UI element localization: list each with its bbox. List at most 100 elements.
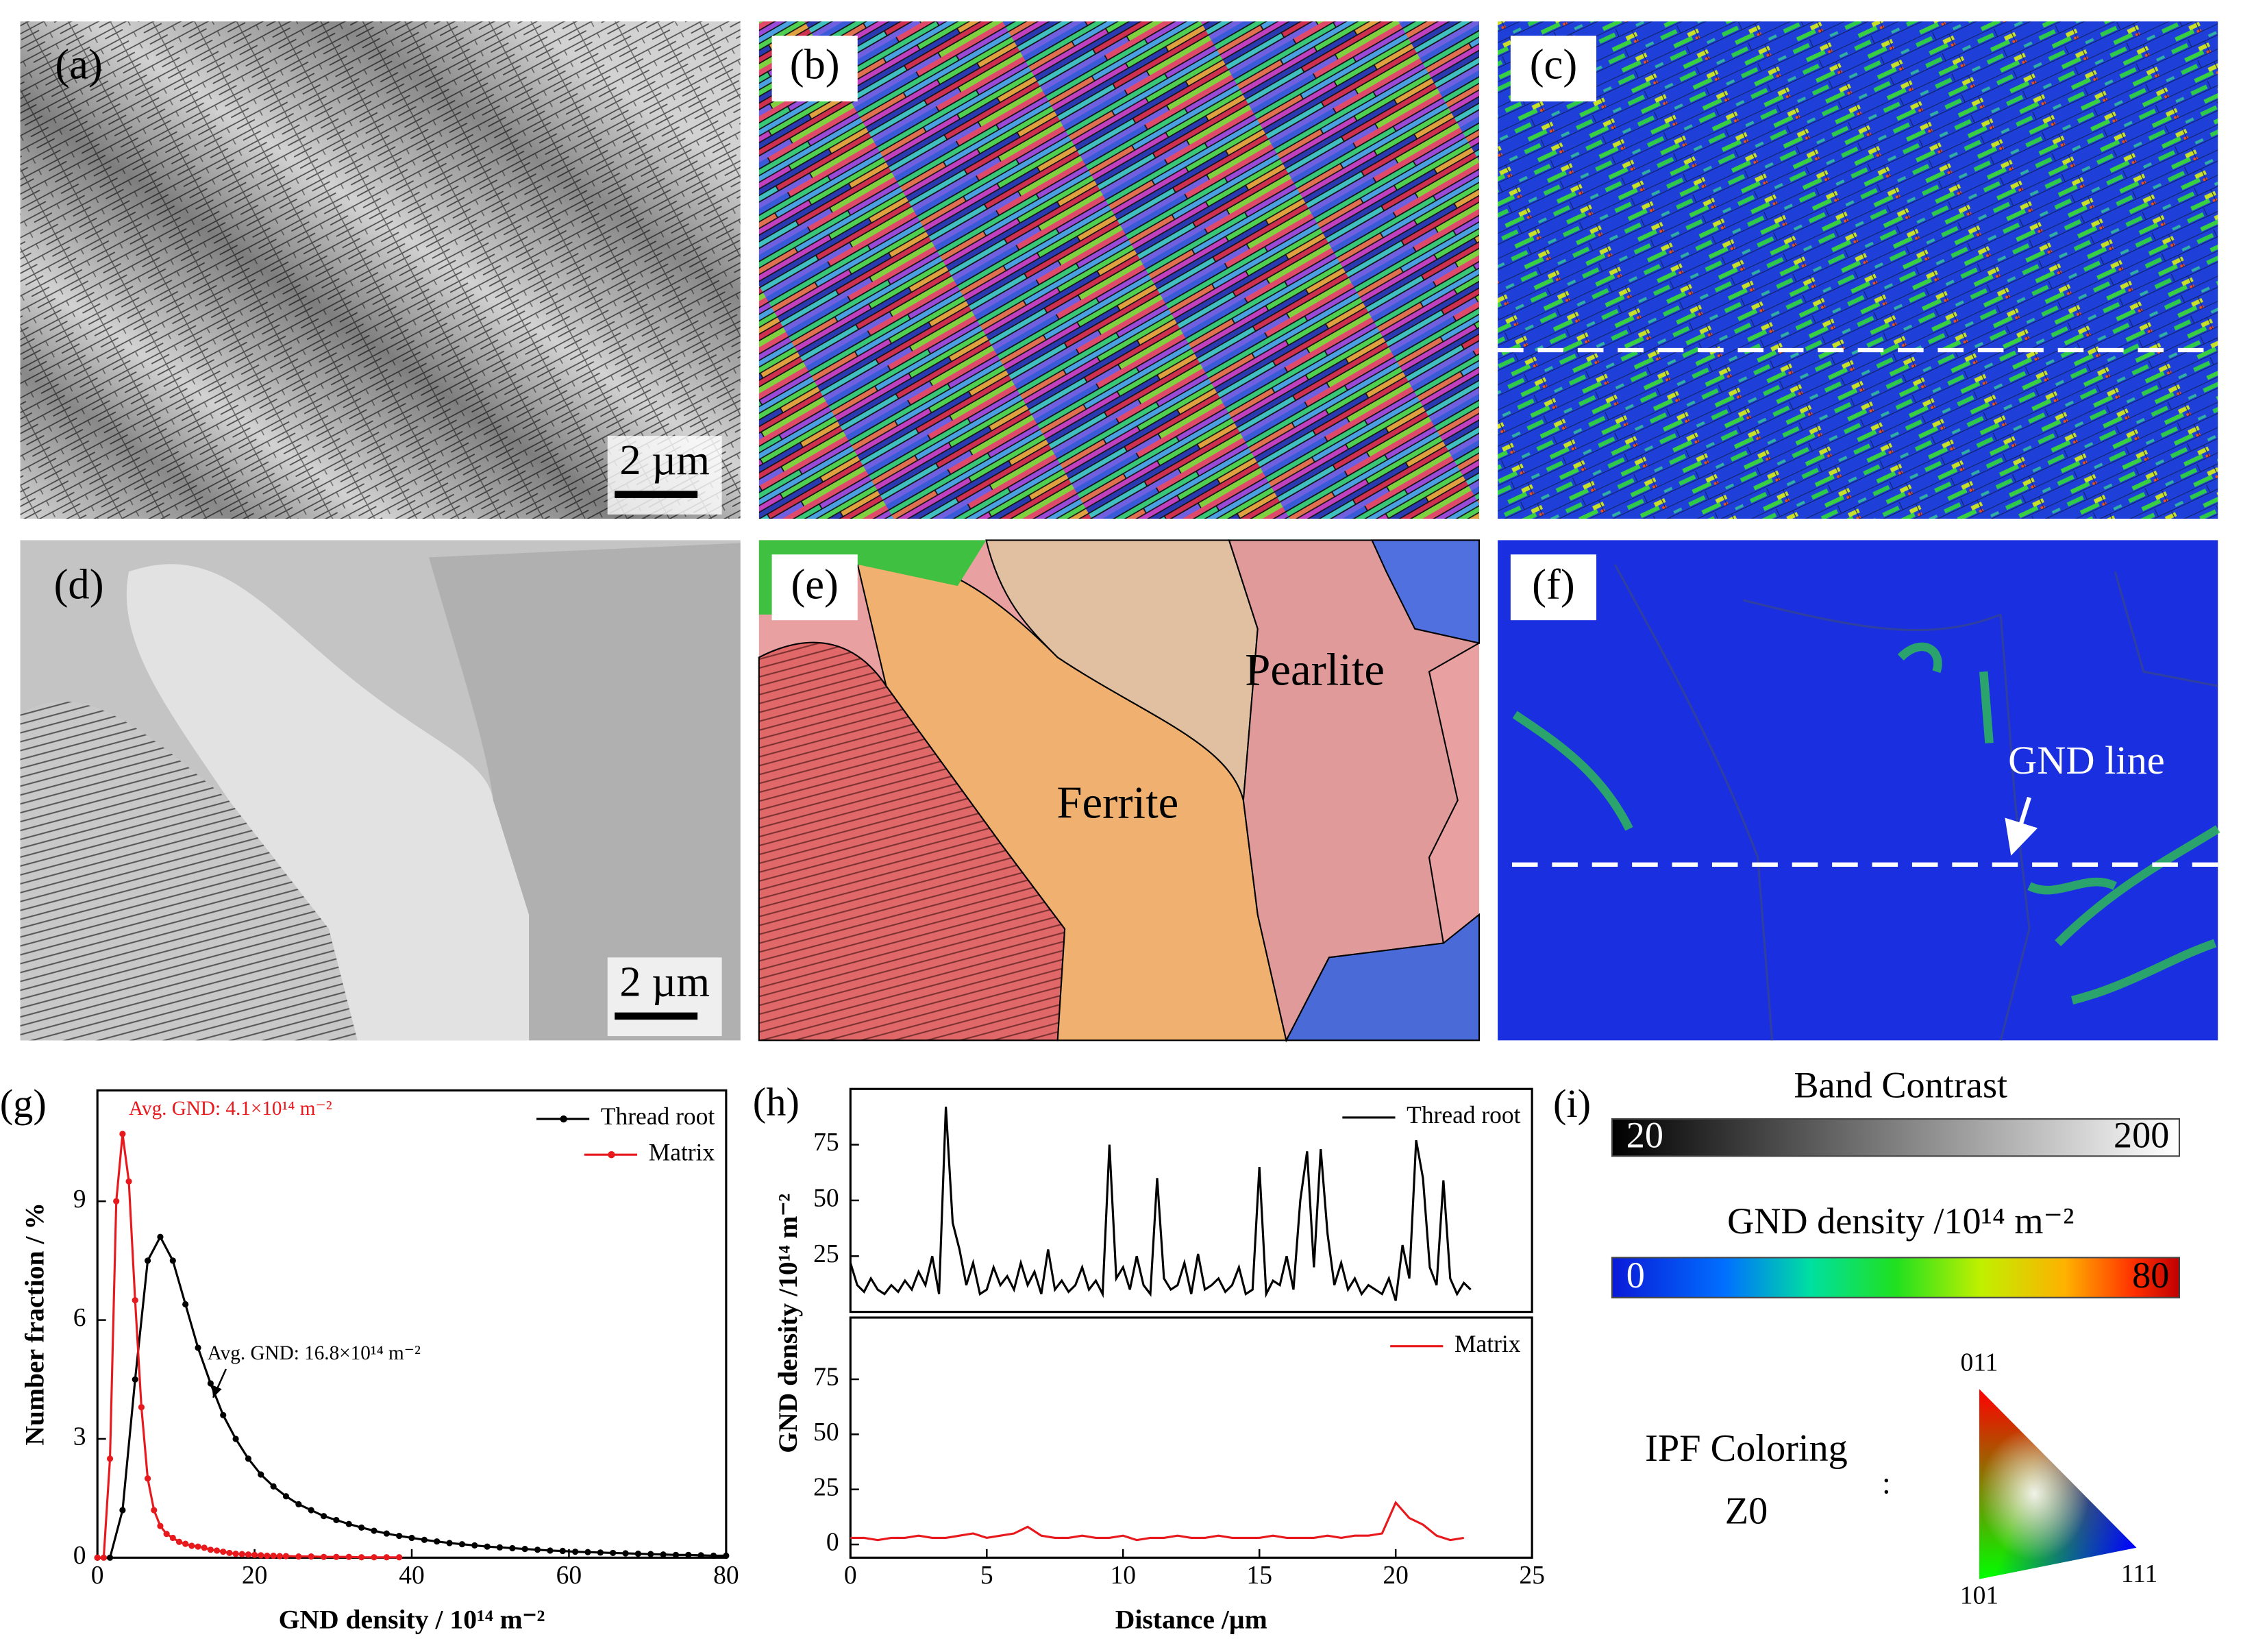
data-point bbox=[559, 1547, 566, 1555]
data-point bbox=[157, 1233, 164, 1240]
x-tick-label: 10 bbox=[1110, 1562, 1136, 1590]
pearlite-region bbox=[20, 701, 358, 1041]
x-tick-label: 40 bbox=[399, 1562, 425, 1590]
grain bbox=[1370, 539, 1481, 644]
x-tick-label: 60 bbox=[556, 1562, 582, 1590]
data-point bbox=[383, 1554, 390, 1561]
data-point bbox=[169, 1257, 176, 1264]
scale-bar-bg bbox=[607, 436, 722, 515]
panel-i: (i) Band Contrast 20 200 GND density /10… bbox=[1553, 1065, 2181, 1610]
y-tick-label: 25 bbox=[813, 1473, 839, 1501]
gnd-feature bbox=[1512, 642, 2220, 1005]
panel-label: (b) bbox=[790, 40, 840, 88]
data-point bbox=[396, 1532, 403, 1540]
data-point bbox=[484, 1543, 491, 1550]
data-point bbox=[182, 1300, 189, 1308]
data-point bbox=[207, 1546, 214, 1553]
x-tick-label: 5 bbox=[980, 1562, 993, 1590]
ipf-subtitle: Z0 bbox=[1725, 1490, 1768, 1533]
legend-label: Thread root bbox=[601, 1102, 715, 1130]
colorbar bbox=[1611, 1257, 2181, 1298]
data-point bbox=[710, 1552, 717, 1559]
panel-label: (a) bbox=[55, 40, 102, 88]
data-point bbox=[685, 1551, 692, 1558]
data-point bbox=[458, 1541, 466, 1548]
data-point bbox=[270, 1483, 277, 1490]
series-line bbox=[849, 1107, 1472, 1301]
panel-label: (c) bbox=[1530, 40, 1577, 88]
data-point bbox=[145, 1257, 151, 1264]
data-point bbox=[723, 1552, 730, 1559]
gnd-map bbox=[1498, 540, 2218, 1041]
data-point bbox=[119, 1131, 126, 1137]
data-point bbox=[333, 1516, 340, 1524]
y-tick-label: 6 bbox=[73, 1304, 86, 1332]
data-point bbox=[320, 1553, 327, 1560]
label-bg bbox=[771, 554, 858, 621]
data-point bbox=[308, 1507, 314, 1514]
arrow bbox=[2005, 796, 2038, 856]
data-point bbox=[276, 1553, 283, 1559]
ipf-title: IPF Coloring bbox=[1645, 1427, 1848, 1470]
panel-label: (e) bbox=[791, 560, 838, 608]
panel-label: (i) bbox=[1553, 1081, 1591, 1126]
y-tick-label: 3 bbox=[73, 1423, 86, 1451]
data-point bbox=[132, 1297, 138, 1304]
data-point bbox=[295, 1553, 302, 1560]
data-point bbox=[282, 1553, 290, 1559]
data-point bbox=[345, 1520, 352, 1527]
label-bg bbox=[1510, 36, 1597, 102]
panel-label: (g) bbox=[0, 1081, 47, 1126]
ipf-triangle-shade bbox=[1979, 1389, 2137, 1579]
data-point bbox=[163, 1531, 170, 1538]
x-tick-label: 20 bbox=[242, 1562, 268, 1590]
ipf-map bbox=[758, 21, 1479, 519]
data-point bbox=[157, 1522, 164, 1529]
data-point bbox=[195, 1344, 201, 1351]
data-point bbox=[251, 1551, 258, 1558]
gnd-map bbox=[1498, 21, 2218, 519]
ferrite-region bbox=[126, 564, 530, 1041]
data-point bbox=[220, 1549, 227, 1555]
data-point bbox=[245, 1551, 252, 1558]
data-point bbox=[496, 1544, 504, 1551]
colorbar bbox=[1611, 1118, 2181, 1157]
data-point bbox=[345, 1553, 352, 1560]
label-bg bbox=[771, 36, 858, 102]
panel-label: (d) bbox=[54, 560, 104, 608]
grain-boundary bbox=[1613, 564, 2218, 1041]
data-point bbox=[151, 1507, 158, 1514]
data-point bbox=[534, 1546, 541, 1553]
data-point bbox=[145, 1475, 151, 1482]
colorbar-label: 20 bbox=[1626, 1115, 1663, 1156]
annotation: GND line bbox=[2008, 738, 2165, 782]
panel-a: (a) 2 µm bbox=[20, 21, 741, 519]
data-point bbox=[220, 1411, 227, 1418]
data-point bbox=[308, 1553, 314, 1560]
data-point bbox=[238, 1551, 245, 1557]
data-point bbox=[446, 1540, 453, 1546]
y-tick-label: 75 bbox=[813, 1129, 839, 1157]
legend-label: Thread root bbox=[1407, 1101, 1520, 1129]
data-point bbox=[547, 1547, 554, 1554]
y-tick-label: 0 bbox=[73, 1542, 86, 1570]
data-point bbox=[584, 1549, 591, 1555]
x-axis-label: GND density / 10¹⁴ m⁻² bbox=[279, 1604, 545, 1634]
data-point bbox=[471, 1542, 478, 1549]
data-point bbox=[125, 1178, 132, 1185]
x-tick-label: 25 bbox=[1519, 1562, 1545, 1590]
annotation: Avg. GND: 16.8×10¹⁴ m⁻² bbox=[208, 1342, 421, 1364]
data-point bbox=[195, 1543, 201, 1550]
data-point bbox=[94, 1554, 101, 1561]
legend-label: Matrix bbox=[1454, 1330, 1521, 1357]
annotation: Avg. GND: 4.1×10¹⁴ m⁻² bbox=[129, 1098, 332, 1120]
annotation-arrowhead bbox=[212, 1384, 222, 1398]
data-point bbox=[672, 1551, 680, 1558]
data-point bbox=[371, 1554, 377, 1561]
x-tick-label: 15 bbox=[1246, 1562, 1272, 1590]
data-point bbox=[396, 1554, 403, 1561]
data-point bbox=[333, 1553, 340, 1560]
data-point bbox=[138, 1404, 145, 1411]
